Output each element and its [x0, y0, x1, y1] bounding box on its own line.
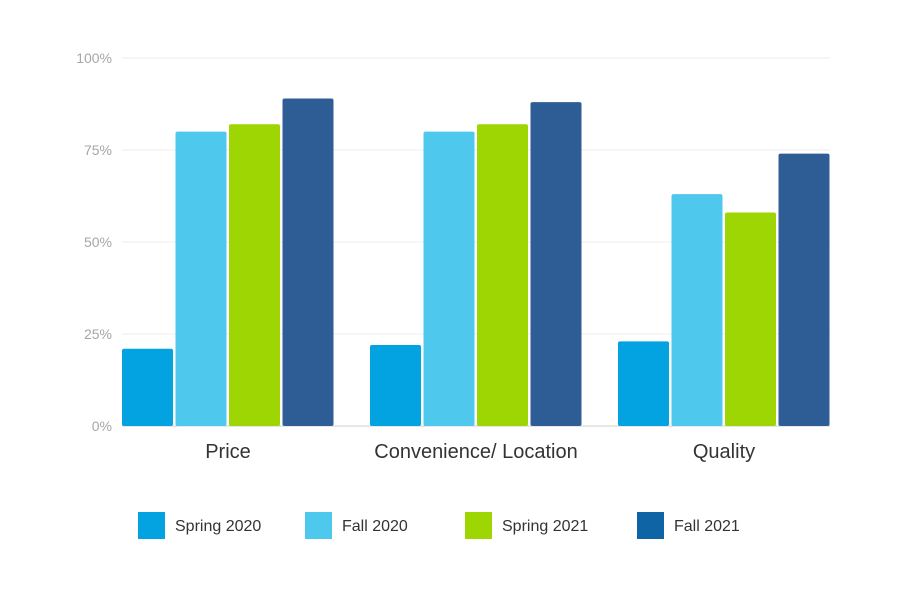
- y-axis: 0% 25% 50% 75% 100%: [76, 50, 112, 434]
- legend-label[interactable]: Fall 2021: [674, 518, 740, 535]
- bar-fall-2021-quality[interactable]: Fall 2021 — Quality: 74%: [778, 153, 830, 426]
- y-tick-label: 75%: [84, 142, 112, 158]
- x-category-label: Convenience/ Location: [374, 441, 577, 463]
- bar-spring-2020-price[interactable]: Spring 2020 — Price: 21%: [122, 348, 173, 426]
- gridlines: [122, 57, 830, 427]
- bar-spring-2021-quality[interactable]: Spring 2021 — Quality: 58%: [725, 212, 776, 426]
- legend: Spring 2020 Fall 2020 Spring 2021 Fall 2021: [138, 512, 740, 539]
- x-category-label: Price: [205, 441, 251, 463]
- y-tick-label: 25%: [84, 326, 112, 342]
- bar-spring-2020-convenience-location[interactable]: Spring 2020 — Convenience/ Location: 22%: [370, 345, 421, 426]
- legend-label[interactable]: Fall 2020: [342, 518, 408, 535]
- bars: Spring 2020 — Price: 21%Fall 2020 — Pric…: [122, 98, 830, 427]
- bar-fall-2020-price[interactable]: Fall 2020 — Price: 80%: [175, 131, 227, 426]
- bar-fall-2021-price[interactable]: Fall 2021 — Price: 89%: [282, 98, 334, 426]
- legend-label[interactable]: Spring 2021: [502, 518, 588, 535]
- y-tick-label: 0%: [92, 418, 112, 434]
- x-axis: Price Convenience/ Location Quality: [205, 441, 755, 463]
- legend-swatch-fall-2021[interactable]: [637, 512, 664, 539]
- bar-spring-2020-quality[interactable]: Spring 2020 — Quality: 23%: [618, 341, 669, 426]
- bar-spring-2021-price[interactable]: Spring 2021 — Price: 82%: [229, 124, 280, 427]
- legend-swatch-fall-2020[interactable]: [305, 512, 332, 539]
- bar-fall-2020-convenience-location[interactable]: Fall 2020 — Convenience/ Location: 80%: [423, 131, 475, 426]
- x-category-label: Quality: [693, 441, 755, 463]
- bar-fall-2020-quality[interactable]: Fall 2020 — Quality: 63%: [671, 194, 723, 426]
- y-tick-label: 100%: [76, 50, 112, 66]
- y-tick-label: 50%: [84, 234, 112, 250]
- legend-label[interactable]: Spring 2020: [175, 518, 261, 535]
- legend-swatch-spring-2021[interactable]: [465, 512, 492, 539]
- bar-fall-2021-convenience-location[interactable]: Fall 2021 — Convenience/ Location: 88%: [530, 102, 582, 426]
- bar-spring-2021-convenience-location[interactable]: Spring 2021 — Convenience/ Location: 82%: [477, 124, 528, 427]
- legend-swatch-spring-2020[interactable]: [138, 512, 165, 539]
